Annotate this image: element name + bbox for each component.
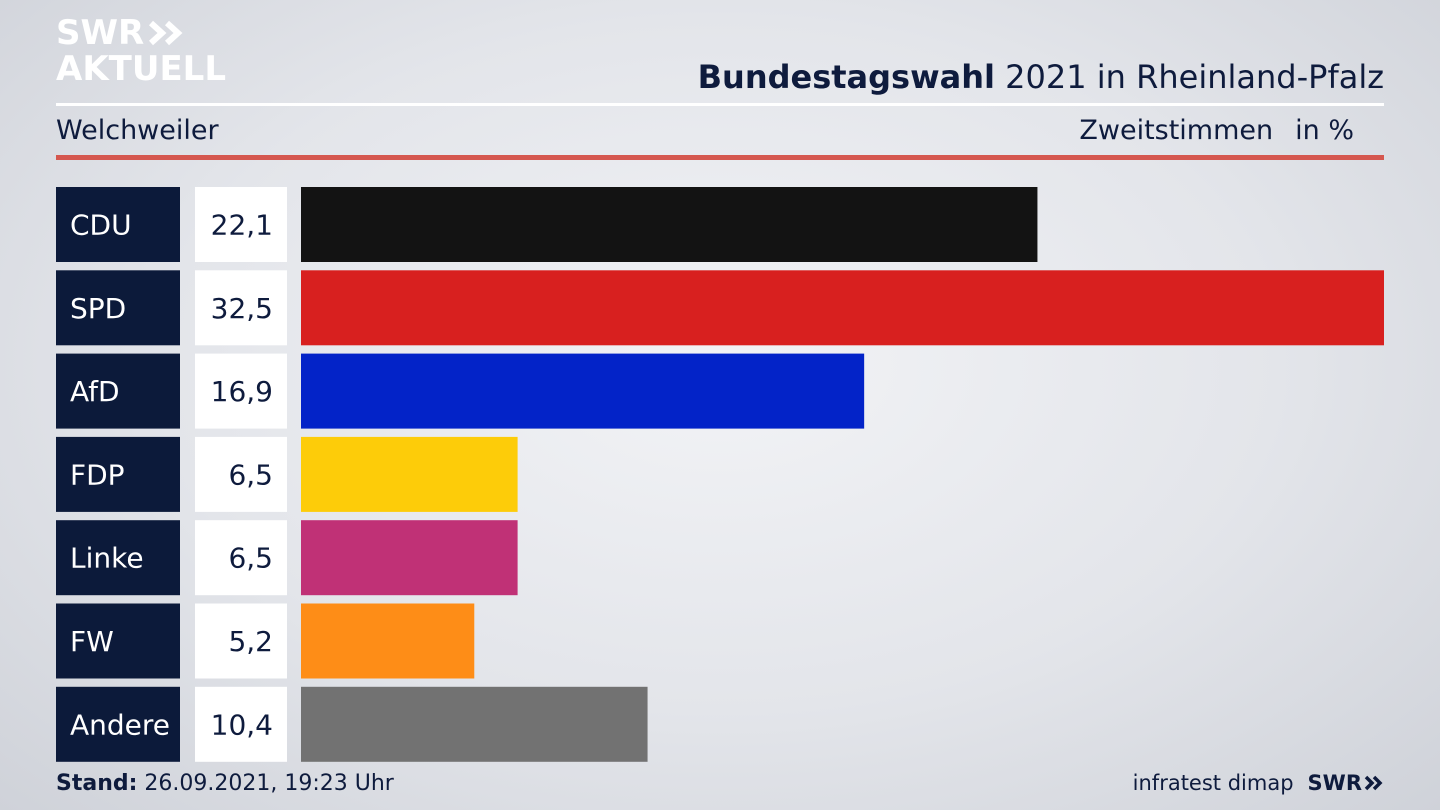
party-label-andere: Andere [70,708,170,741]
party-label-box-fdp [56,436,180,512]
value-label-cdu: 22,1 [211,209,273,242]
source-name: infratest dimap [1132,771,1294,795]
value-box-fdp [195,436,287,512]
party-label-box-linke [56,520,180,596]
subheader-divider [56,155,1384,160]
party-label-box-andere [56,686,180,762]
logo-aktuell-text: AKTUELL [56,49,227,89]
region-name: Welchweiler [56,115,219,146]
bar-fdp [301,436,518,512]
value-label-fw: 5,2 [228,625,273,658]
party-label-box-spd [56,270,180,346]
value-label-fdp: 6,5 [228,458,273,491]
measure-text: Zweitstimmen [1079,115,1274,146]
bar-fw [301,603,475,679]
footer-brand: SWR [1308,771,1384,795]
timestamp: Stand: 26.09.2021, 19:23 Uhr [56,771,394,796]
bar-afd [301,353,865,429]
double-chevron-icon [1364,775,1383,791]
value-label-afd: 16,9 [211,375,273,408]
footer-brand-text: SWR [1307,771,1362,795]
bar-spd [301,270,1384,346]
chart-title: Bundestagswahl 2021 in Rheinland-Pfalz [698,58,1384,96]
party-label-box-cdu [56,187,180,262]
logo-swr-text: SWR [56,13,145,53]
header-divider [56,103,1384,106]
party-label-afd: AfD [70,375,120,408]
party-label-fw: FW [70,625,114,658]
title-bold: Bundestagswahl [697,58,995,96]
value-label-linke: 6,5 [228,542,273,575]
party-label-box-afd [56,353,180,429]
source-credit: infratest dimap SWR [1133,771,1384,795]
party-label-box-fw [56,603,180,679]
stand-label: Stand: [56,771,138,796]
bar-andere [301,686,648,762]
value-label-andere: 10,4 [211,708,273,741]
value-box-afd [195,353,287,429]
stand-value: 26.09.2021, 19:23 Uhr [137,771,394,796]
value-box-andere [195,686,287,762]
party-label-linke: Linke [70,542,144,575]
value-box-fw [195,603,287,679]
bar-linke [301,520,518,596]
value-label-spd: 32,5 [211,292,273,325]
title-rest: 2021 in Rheinland-Pfalz [995,58,1384,96]
party-label-fdp: FDP [70,458,125,491]
bar-cdu [301,187,1038,262]
party-label-spd: SPD [70,292,126,325]
measure-label: Zweitstimmen in % [1079,115,1354,146]
party-label-cdu: CDU [70,209,132,242]
value-box-cdu [195,187,287,262]
value-box-spd [195,270,287,346]
double-chevron-icon [149,20,183,46]
value-box-linke [195,520,287,596]
swr-aktuell-logo: SWR AKTUELL [56,16,226,86]
unit-text: in % [1295,115,1354,146]
